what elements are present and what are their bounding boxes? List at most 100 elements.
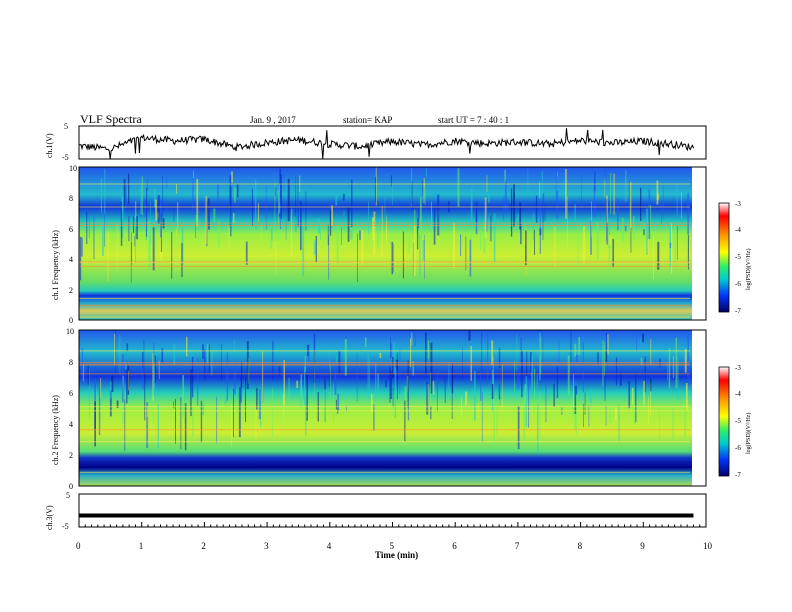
time-axis-tick-label: 9	[640, 541, 645, 551]
spectrogram-streak	[306, 375, 308, 421]
spectrogram-streak	[93, 216, 95, 260]
spectrogram-streak	[333, 383, 334, 427]
spectrogram-streak	[111, 375, 114, 393]
spectrogram-streak	[357, 233, 358, 282]
spectrogram-streak	[498, 348, 501, 368]
spectrogram-streak	[177, 202, 179, 228]
colorbar-ch1: -3 -4 -5 -6 -7 log(PSD)(V²/Hz)	[718, 200, 752, 315]
spectrogram-streak	[423, 183, 425, 204]
spectrogram-streak	[233, 363, 236, 395]
spectrogram-streak	[681, 192, 682, 219]
spectrogram-streak	[371, 394, 373, 413]
spectrogram-streak	[175, 399, 176, 444]
spectrogram-streak	[202, 403, 205, 416]
spectrogram-streak	[228, 225, 230, 247]
spectrogram-streak	[558, 340, 560, 373]
spectrogram-streak	[554, 225, 556, 267]
spectrogram-streak	[365, 337, 367, 348]
spectrogram-streak	[94, 401, 96, 447]
spectrogram-band-line	[79, 262, 690, 264]
spectrogram-streak	[661, 202, 662, 225]
spectrogram-streak	[316, 219, 318, 225]
spectrogram-streak	[676, 184, 678, 217]
spectrogram-streak	[597, 352, 599, 364]
spectrogram-streak	[544, 203, 546, 221]
ch2-freq-ylabel: ch.2 Frequency (kHz)	[51, 395, 60, 465]
spectrogram-streak	[351, 179, 353, 228]
spectrogram-streak	[140, 186, 142, 215]
spectrogram-streak	[668, 348, 671, 389]
spectrogram-streak	[594, 171, 596, 192]
spectrogram-streak	[336, 406, 339, 414]
spectrogram-streak	[513, 183, 515, 227]
spectrogram-streak	[412, 242, 415, 277]
spectrogram-streak	[576, 354, 578, 363]
spectrogram-band-line	[79, 206, 690, 208]
spectrogram-streak	[676, 225, 678, 260]
spectrogram-streak	[109, 390, 112, 417]
spectrogram-streak	[305, 389, 307, 436]
spectrogram-streak	[606, 222, 608, 245]
spectrogram-streak	[231, 403, 232, 447]
spectrogram-streak	[480, 360, 482, 401]
spectrogram-band-line	[79, 265, 690, 267]
spectrogram-streak	[615, 357, 618, 386]
spectrogram-streak	[128, 173, 130, 205]
ch2-freq-tick-2: 2	[69, 451, 73, 460]
spectrogram-streak	[158, 360, 160, 380]
colorbar-ch1-tick-m5: -5	[735, 253, 741, 261]
spectrogram-streak	[430, 372, 432, 401]
spectrogram-streak	[542, 194, 544, 240]
spectrogram-streak	[182, 375, 184, 418]
spectrogram-streak	[430, 406, 432, 420]
spectrogram-streak	[116, 230, 117, 239]
spectrogram-streak	[411, 332, 413, 346]
spectrogram-streak	[278, 366, 281, 377]
spectrogram-streak	[285, 213, 287, 241]
spectrogram-streak	[236, 184, 239, 198]
spectrogram-streak	[173, 401, 174, 409]
spectrogram-streak	[173, 208, 175, 222]
spectrogram-streak	[642, 333, 644, 343]
spectrogram-streak	[334, 369, 337, 395]
ch2-spectrogram-texture	[79, 331, 690, 473]
time-axis-tick-label: 8	[578, 541, 583, 551]
spectrogram-streak	[650, 339, 652, 365]
spectrogram-streak	[245, 241, 248, 265]
spectrogram-streak	[115, 331, 117, 373]
spectrogram-streak	[588, 405, 590, 427]
spectrogram-streak	[190, 369, 192, 417]
colorbar-ch2-tick-m6: -6	[735, 444, 741, 452]
ch3-ytick-top: 5	[66, 491, 70, 500]
colorbar-ch2-tick-m3: -3	[735, 364, 741, 372]
spectrogram-streak	[667, 362, 668, 381]
spectrogram-streak	[469, 239, 472, 277]
spectrogram-streak	[302, 379, 304, 386]
spectrogram-streak	[350, 230, 353, 240]
spectrogram-streak	[556, 366, 559, 398]
spectrogram-streak	[126, 362, 128, 404]
spectrogram-streak	[127, 365, 130, 395]
ch3-ytick-bottom: -5	[62, 522, 69, 531]
spectrogram-streak	[161, 348, 164, 363]
spectrogram-streak	[135, 223, 136, 264]
spectrogram-streak	[646, 208, 648, 255]
spectrogram-streak	[539, 182, 540, 199]
spectrogram-streak	[341, 227, 342, 245]
spectrogram-streak	[327, 224, 329, 246]
spectrogram-streak	[153, 342, 155, 364]
spectrogram-streak	[200, 400, 203, 443]
station-label: station= KAP	[343, 115, 392, 125]
spectrogram-streak	[320, 227, 321, 241]
spectrogram-streak	[650, 383, 651, 416]
spectrogram-streak	[184, 386, 186, 424]
ch1-freq-tick-6: 6	[69, 225, 73, 234]
spectrogram-streak	[659, 358, 661, 368]
spectrogram-streak	[670, 223, 673, 273]
ch2-spectrogram-image	[79, 330, 692, 486]
spectrogram-streak	[176, 184, 177, 194]
spectrogram-streak	[631, 387, 634, 405]
spectrogram-streak	[79, 236, 82, 281]
spectrogram-streak	[426, 381, 429, 415]
spectrogram-streak	[590, 220, 592, 255]
